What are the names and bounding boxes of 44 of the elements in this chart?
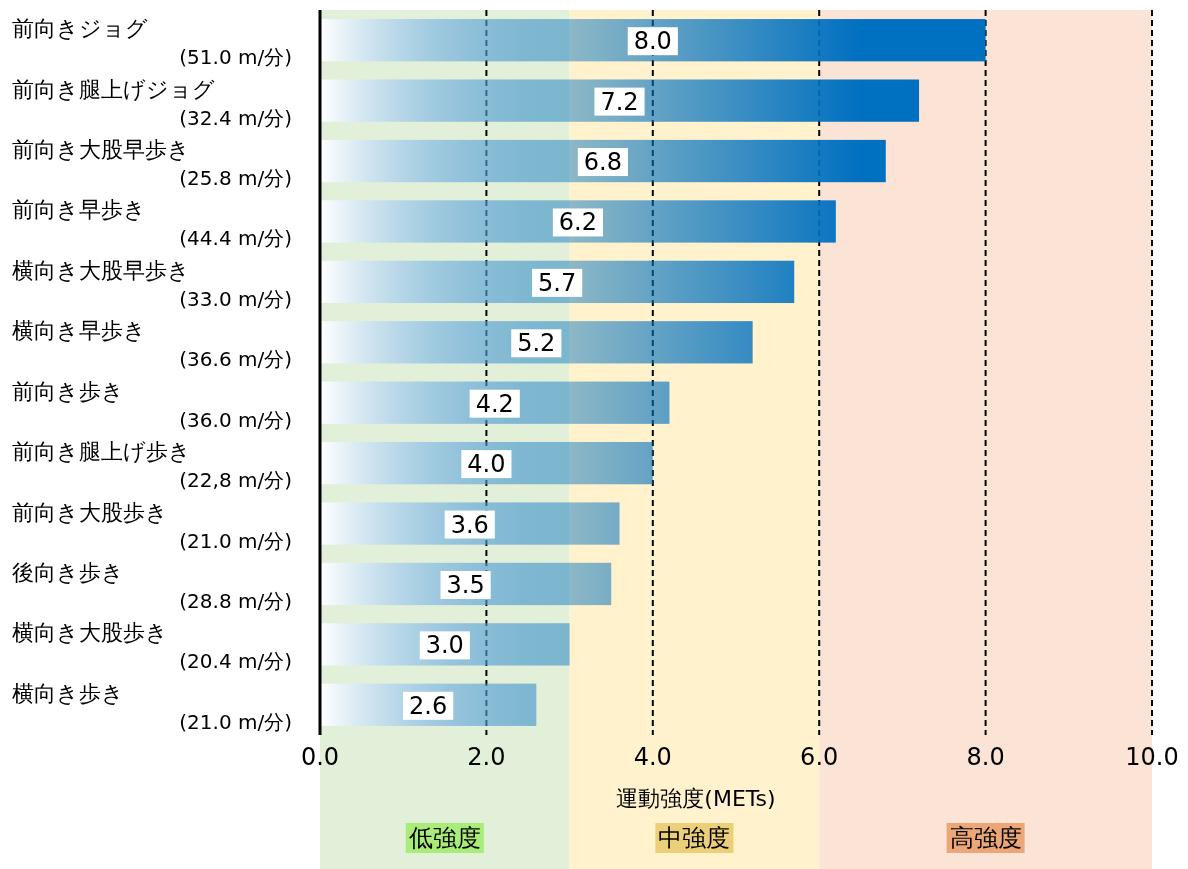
- data-label: 5.2: [517, 329, 556, 358]
- data-label: 6.8: [583, 148, 622, 177]
- category-label: 前向き歩き (36.0 m/分): [12, 378, 292, 432]
- bar: [320, 260, 795, 304]
- bar: [320, 502, 620, 545]
- band-label: 高強度: [949, 824, 1022, 852]
- category-label: 横向き歩き (21.0 m/分): [12, 680, 292, 734]
- category-label: 横向き早歩き (36.6 m/分): [12, 318, 292, 372]
- data-label: 4.0: [467, 450, 506, 479]
- x-tick-label: 8.0: [966, 743, 1005, 771]
- bar: [320, 200, 836, 243]
- x-tick-label: 10.0: [1125, 743, 1179, 771]
- band-label: 中強度: [658, 824, 731, 852]
- band-label: 低強度: [408, 824, 481, 852]
- data-label: 3.6: [450, 510, 489, 539]
- category-label: 前向きジョグ (51.0 m/分): [12, 16, 292, 70]
- x-tick-label: 6.0: [800, 743, 839, 771]
- y-tick-label: 横向き大股早歩き (33.0 m/分): [12, 257, 292, 311]
- x-tick-label: 2.0: [467, 743, 506, 771]
- data-label: 7.2: [600, 87, 639, 116]
- x-axis-title: 運動強度(METs): [616, 786, 776, 811]
- y-tick-label: 横向き大股歩き (20.4 m/分): [12, 620, 292, 674]
- data-label: 6.2: [558, 208, 598, 237]
- data-label: 2.6: [409, 691, 448, 720]
- y-tick-label: 前向き大股早歩き (25.8 m/分): [12, 137, 292, 191]
- bar: [320, 441, 653, 485]
- bar: [320, 139, 886, 183]
- data-label: 8.0: [633, 27, 672, 56]
- bar: [320, 79, 920, 122]
- x-tick-label: 4.0: [633, 743, 672, 771]
- x-tick-label: 0.0: [300, 743, 340, 771]
- category-label: 後向き歩き (28.8 m/分): [12, 559, 292, 613]
- bar: [320, 19, 986, 62]
- y-tick-label: 前向き腿上げジョグ (32.4 m/分): [12, 76, 292, 130]
- y-tick-label: 前向き腿上げ歩き (22,8 m/分): [12, 439, 292, 493]
- bar: [320, 381, 670, 424]
- data-label: 4.2: [475, 389, 514, 418]
- y-tick-label: 前向き大股歩き (21.0 m/分): [12, 499, 292, 553]
- data-label: 3.5: [446, 570, 485, 599]
- data-label: 5.7: [538, 268, 577, 297]
- data-label: 3.0: [425, 631, 464, 660]
- bar: [320, 321, 753, 364]
- category-label: 前向き早歩き (44.4 m/分): [12, 197, 292, 251]
- bar: [320, 562, 612, 606]
